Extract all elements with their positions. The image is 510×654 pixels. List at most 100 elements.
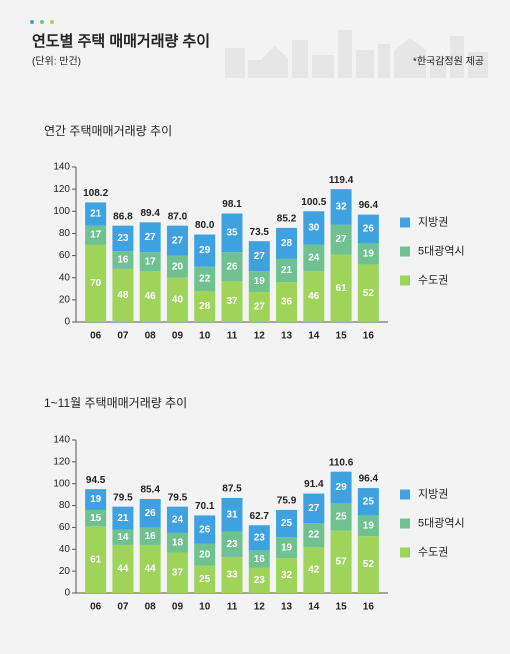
x-tick-label: 12 <box>254 602 266 613</box>
segment-label: 52 <box>363 288 375 299</box>
x-tick-label: 13 <box>281 602 293 613</box>
legend-swatch <box>400 217 410 228</box>
bar-segment <box>112 225 134 252</box>
segment-label: 24 <box>308 252 320 263</box>
legend-label: 5대광역시 <box>418 244 465 257</box>
segment-label: 26 <box>363 224 375 235</box>
total-label: 96.4 <box>359 474 379 485</box>
x-tick-label: 13 <box>281 331 293 342</box>
segment-label: 52 <box>363 559 375 570</box>
x-tick-label: 09 <box>172 602 184 613</box>
segment-label: 32 <box>281 570 293 581</box>
segment-label: 16 <box>254 554 266 565</box>
segment-label: 29 <box>336 482 348 493</box>
segment-label: 44 <box>117 564 129 575</box>
segment-label: 16 <box>117 255 129 266</box>
bar-segment <box>221 281 243 322</box>
bar-segment <box>248 292 270 322</box>
bar-segment <box>166 506 188 533</box>
segment-label: 23 <box>117 233 129 244</box>
segment-label: 40 <box>172 294 184 305</box>
total-label: 108.2 <box>83 188 108 199</box>
bar-segment <box>85 202 107 226</box>
bar-segment <box>303 523 325 548</box>
legend-label: 수도권 <box>418 273 448 286</box>
x-tick-label: 10 <box>199 602 211 613</box>
bar-segment <box>139 252 161 272</box>
y-tick-label: 60 <box>59 522 71 533</box>
y-tick-label: 120 <box>53 184 70 195</box>
segment-label: 24 <box>172 514 184 525</box>
bar-segment <box>303 211 325 245</box>
segment-label: 57 <box>336 556 348 567</box>
segment-label: 28 <box>281 238 293 249</box>
bar-segment <box>357 264 379 322</box>
total-label: 98.1 <box>222 199 242 210</box>
bar-segment <box>330 189 352 225</box>
bar-segment <box>139 527 161 545</box>
legend-label: 5대광역시 <box>418 516 465 529</box>
segment-label: 23 <box>254 532 266 543</box>
total-label: 79.5 <box>113 492 133 503</box>
total-label: 119.4 <box>329 175 354 186</box>
segment-label: 37 <box>172 567 184 578</box>
bar-segment <box>248 271 270 293</box>
total-label: 85.2 <box>277 214 297 225</box>
bar-segment <box>85 244 107 322</box>
legend-swatch <box>400 518 410 529</box>
segment-label: 19 <box>363 520 375 531</box>
legend-swatch <box>400 489 410 500</box>
segment-label: 17 <box>145 256 157 267</box>
bar-segment <box>303 244 325 272</box>
x-tick-label: 15 <box>336 331 348 342</box>
segment-label: 61 <box>336 283 348 294</box>
segment-label: 20 <box>172 261 184 272</box>
bar-segment <box>303 271 325 322</box>
bar-segment <box>276 282 298 322</box>
segment-label: 46 <box>145 291 157 302</box>
x-tick-label: 14 <box>308 602 320 613</box>
segment-label: 19 <box>363 249 375 260</box>
segment-label: 14 <box>117 532 129 543</box>
segment-label: 31 <box>226 510 238 521</box>
bar-segment <box>194 291 216 322</box>
legend-label: 지방권 <box>418 487 448 500</box>
segment-label: 42 <box>308 565 320 576</box>
x-tick-label: 11 <box>227 331 238 342</box>
x-tick-label: 12 <box>254 331 266 342</box>
segment-label: 27 <box>145 232 157 243</box>
bar-segment <box>357 536 379 593</box>
segment-label: 27 <box>254 251 266 262</box>
bar-segment <box>221 252 243 282</box>
bar-segment <box>276 509 298 538</box>
y-tick-label: 0 <box>64 317 70 328</box>
segment-label: 16 <box>145 531 157 542</box>
bar-segment <box>357 243 379 265</box>
bar-segment <box>166 277 188 322</box>
x-tick-label: 15 <box>336 602 348 613</box>
bar-segment <box>194 266 216 291</box>
bar-segment <box>112 251 134 269</box>
bar-segment <box>139 499 161 528</box>
x-tick-label: 14 <box>308 331 320 342</box>
bar-segment <box>194 234 216 267</box>
total-label: 110.6 <box>329 457 354 468</box>
bar-segment <box>139 544 161 593</box>
y-tick-label: 40 <box>59 272 71 283</box>
total-label: 89.4 <box>140 208 160 219</box>
source-note: *한국감정원 제공 <box>413 56 484 68</box>
segment-label: 19 <box>254 276 266 287</box>
bar-segment <box>357 214 379 244</box>
x-tick-label: 16 <box>363 602 375 613</box>
segment-label: 25 <box>281 518 293 529</box>
segment-label: 26 <box>226 261 238 272</box>
total-label: 91.4 <box>304 479 324 490</box>
segment-label: 26 <box>199 524 211 535</box>
bar-segment <box>85 526 107 593</box>
segment-label: 44 <box>145 564 157 575</box>
bar-segment <box>303 547 325 593</box>
total-label: 73.5 <box>250 227 270 238</box>
segment-label: 22 <box>308 530 320 541</box>
y-tick-label: 60 <box>59 250 71 261</box>
bar-segment <box>221 531 243 557</box>
